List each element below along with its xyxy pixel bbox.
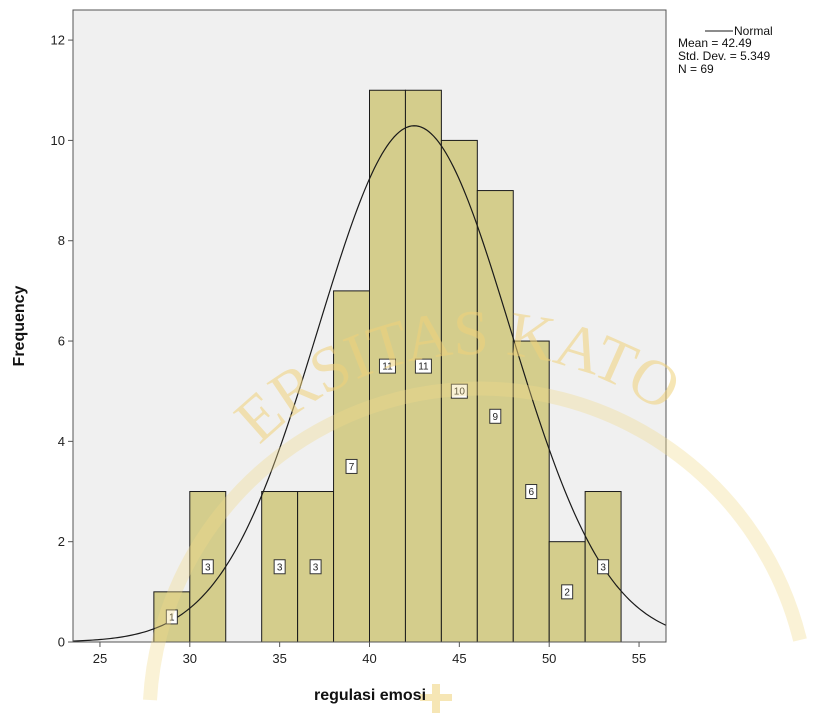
legend-n: N = 69 — [678, 62, 714, 76]
bar-label-text: 9 — [493, 412, 499, 423]
bar-label-box — [273, 559, 286, 575]
bar-label-7: 10 — [450, 383, 468, 399]
bar-label-text: 3 — [205, 562, 211, 573]
y-tick-label-10: 10 — [51, 133, 65, 148]
bar-label-box — [378, 358, 396, 374]
x-tick-label-40: 40 — [362, 651, 376, 666]
bar-label-box — [345, 458, 358, 474]
bar-label-box — [525, 484, 538, 500]
bar-label-box — [561, 584, 574, 600]
bar-label-text: 1 — [169, 612, 175, 623]
bar-label-text: 6 — [528, 487, 534, 498]
bar-label-10: 2 — [561, 584, 574, 600]
bar-label-box — [165, 609, 178, 625]
y-tick-label-12: 12 — [51, 33, 65, 48]
bar-label-9: 6 — [525, 484, 538, 500]
bar-label-box — [450, 383, 468, 399]
bar-label-4: 7 — [345, 458, 358, 474]
bar-label-2: 3 — [273, 559, 286, 575]
x-tick-label-55: 55 — [632, 651, 646, 666]
y-axis: 0 2 4 6 8 10 12 — [51, 33, 73, 650]
bar-label-3: 3 — [309, 559, 322, 575]
bar-label-box — [309, 559, 322, 575]
y-tick-label-2: 2 — [58, 534, 65, 549]
bar-label-box — [201, 559, 214, 575]
bar-label-5: 11 — [378, 358, 396, 374]
legend-mean: Mean = 42.49 — [678, 36, 752, 50]
legend-std-dev: Std. Dev. = 5.349 — [678, 49, 770, 63]
bar-label-text: 10 — [454, 387, 466, 398]
x-tick-label-25: 25 — [93, 651, 107, 666]
x-tick-label-45: 45 — [452, 651, 466, 666]
bar-label-text: 11 — [382, 362, 393, 373]
y-tick-label-0: 0 — [58, 635, 65, 650]
bar-label-box — [489, 408, 502, 424]
bar-label-0: 1 — [165, 609, 178, 625]
x-tick-label-35: 35 — [272, 651, 286, 666]
bar-label-text: 3 — [600, 562, 606, 573]
bar-labels-group: 1 3 3 3 7 11 11 10 9 6 2 3 — [165, 358, 610, 625]
bar-label-1: 3 — [201, 559, 214, 575]
bar-label-text: 3 — [313, 562, 319, 573]
y-tick-label-6: 6 — [58, 334, 65, 349]
bar-label-text: 7 — [349, 462, 355, 473]
x-tick-label-30: 30 — [183, 651, 197, 666]
x-tick-label-50: 50 — [542, 651, 556, 666]
legend: Normal Mean = 42.49 Std. Dev. = 5.349 N … — [678, 24, 773, 76]
bar-label-box — [414, 358, 432, 374]
x-axis: 25 30 35 40 45 50 55 — [93, 642, 646, 666]
bar-label-text: 3 — [277, 562, 283, 573]
y-tick-label-8: 8 — [58, 233, 65, 248]
bar-label-6: 11 — [414, 358, 432, 374]
bar-label-text: 2 — [564, 587, 570, 598]
bar-label-box — [597, 559, 610, 575]
bar-label-8: 9 — [489, 408, 502, 424]
legend-normal-label: Normal — [734, 24, 773, 38]
y-axis-title: Frequency — [11, 285, 28, 366]
y-tick-label-4: 4 — [58, 434, 65, 449]
x-axis-title: regulasi emosi — [314, 687, 426, 704]
bar-label-11: 3 — [597, 559, 610, 575]
bar-label-text: 11 — [418, 362, 429, 373]
